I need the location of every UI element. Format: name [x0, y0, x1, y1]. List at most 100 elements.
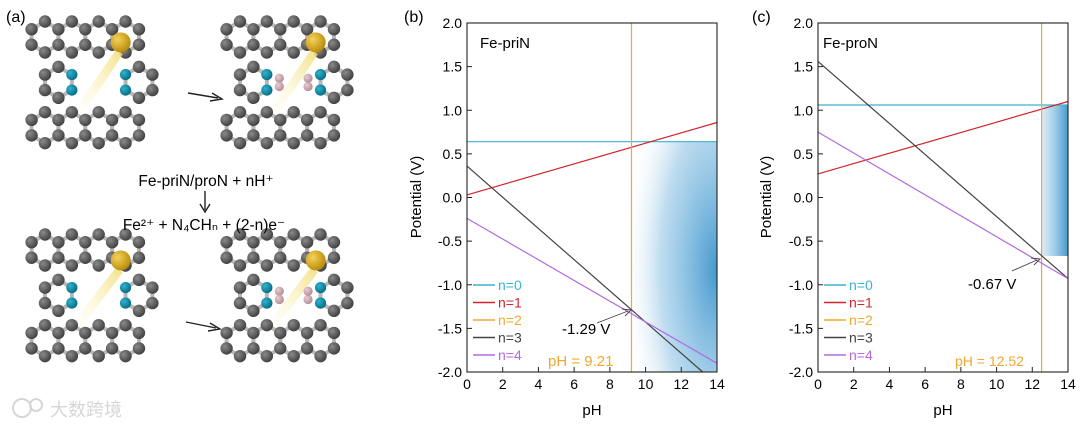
- carbon-atom: [233, 83, 247, 97]
- nitrogen-atom: [66, 84, 78, 96]
- x-tick-label: 0: [463, 376, 471, 392]
- carbon-atom: [274, 38, 287, 51]
- x-tick-label: 10: [989, 376, 1005, 392]
- molecule-fe-prin-before: [25, 15, 159, 150]
- carbon-atom: [132, 60, 146, 74]
- carbon-atom: [132, 236, 146, 249]
- carbon-atom: [220, 326, 233, 340]
- nitrogen-atom: [261, 68, 273, 81]
- annotation-value-b: -1.29 V: [562, 321, 610, 338]
- carbon-atom: [92, 259, 105, 272]
- carbon-atom: [25, 251, 38, 264]
- annotation-b: -1.29 V: [562, 308, 632, 338]
- chart-title-b: Fe-priN: [480, 35, 530, 52]
- carbon-atom: [260, 15, 274, 28]
- panel-c-label: (c): [752, 9, 771, 26]
- carbon-atom: [38, 83, 52, 97]
- annotation-c: -0.67 V: [968, 257, 1041, 293]
- carbon-atom: [25, 342, 38, 355]
- carbon-atom: [287, 15, 300, 28]
- carbon-atom: [314, 318, 327, 332]
- y-tick-label: -1.5: [438, 320, 462, 336]
- carbon-atom: [260, 46, 274, 59]
- carbon-atom: [92, 228, 105, 241]
- y-tick-label: -2.0: [438, 364, 462, 380]
- y-tick-label: 0.5: [794, 146, 814, 162]
- migration-trail: [268, 266, 318, 328]
- carbon-atom: [92, 136, 105, 150]
- x-tick-label: 12: [673, 376, 689, 392]
- carbon-atom: [105, 236, 119, 249]
- carbon-atom: [233, 259, 247, 272]
- nitrogen-atom: [261, 84, 273, 96]
- carbon-atom: [300, 23, 314, 36]
- carbon-atom: [146, 68, 159, 81]
- carbon-atom: [132, 113, 146, 127]
- migration-trail: [73, 48, 123, 115]
- carbon-atom: [38, 136, 52, 150]
- carbon-atom: [92, 349, 105, 363]
- panel-c-pourbaix-fe-pron: (c) 2.0 1.5 1.0 0.5 0.0 -0.5 -1.0 -1.5 -2.0 0 2 4 6…: [752, 9, 1076, 419]
- carbon-atom: [247, 23, 260, 36]
- x-ticks-c: 0 2 4 6 8 10 12 14: [814, 367, 1076, 392]
- carbon-atom: [233, 349, 247, 363]
- carbon-atom: [247, 91, 260, 105]
- carbon-atom: [274, 113, 287, 127]
- y-tick-label: 2.0: [794, 15, 814, 31]
- series-line-n-3: [466, 165, 704, 373]
- carbon-atom: [327, 113, 341, 127]
- hydrogen-atom: [274, 294, 284, 305]
- carbon-atom: [79, 38, 92, 51]
- carbon-atom: [233, 68, 247, 81]
- carbon-atom: [79, 113, 92, 127]
- x-tick-label: 8: [957, 376, 965, 392]
- legend-label: n=2: [849, 312, 873, 328]
- annotation-ph-b: pH = 9.21: [548, 353, 613, 370]
- molecule-fe-prin-after: [220, 15, 354, 150]
- carbon-atom: [52, 129, 65, 142]
- molecule-fe-pron-after: [220, 228, 354, 363]
- carbon-atom: [132, 91, 146, 105]
- carbon-atom: [132, 326, 146, 340]
- carbon-atom: [247, 326, 260, 340]
- carbon-atom: [119, 15, 132, 28]
- carbon-atom: [233, 46, 247, 59]
- x-ticks-b: 0 2 4 6 8 10 12 14: [463, 367, 725, 392]
- x-tick-label: 6: [921, 376, 929, 392]
- carbon-atom: [233, 136, 247, 150]
- y-tick-label: 1.5: [794, 59, 814, 75]
- y-tick-label: 2.0: [443, 15, 463, 31]
- carbon-atom: [274, 236, 287, 249]
- carbon-atom: [25, 236, 38, 249]
- carbon-atom: [233, 228, 247, 241]
- y-tick-label: -1.0: [438, 277, 462, 293]
- carbon-atom: [52, 251, 65, 264]
- x-tick-label: 14: [1060, 376, 1076, 392]
- watermark-text: 大数跨境: [50, 400, 122, 420]
- series-line-n-4: [466, 217, 718, 364]
- nitrogen-atom: [119, 68, 132, 81]
- legend-label: n=2: [498, 312, 522, 328]
- carbon-atom: [274, 23, 287, 36]
- carbon-atom: [300, 326, 314, 340]
- carbon-atom: [38, 296, 52, 310]
- carbon-atom: [327, 129, 341, 142]
- carbon-atom: [287, 228, 300, 241]
- carbon-atom: [314, 228, 327, 241]
- carbon-atom: [52, 113, 65, 127]
- nitrogen-atom: [66, 281, 78, 294]
- legend-label: n=0: [849, 277, 873, 293]
- nitrogen-atom: [119, 84, 132, 96]
- legend-label: n=1: [849, 295, 873, 311]
- series-line-n-3: [817, 60, 1069, 280]
- legend-label: n=4: [498, 347, 522, 363]
- carbon-atom: [260, 349, 274, 363]
- molecule-fe-pron-before: [25, 228, 159, 363]
- carbon-atom: [65, 15, 79, 28]
- hydrogen-atom: [274, 81, 284, 92]
- carbon-atom: [132, 38, 146, 51]
- carbon-atom: [132, 273, 146, 287]
- reaction-products: Fe²⁺ + N₄CHₙ + (2-n)e⁻: [123, 217, 285, 234]
- y-tick-label: -2.0: [789, 364, 813, 380]
- carbon-atom: [327, 251, 341, 264]
